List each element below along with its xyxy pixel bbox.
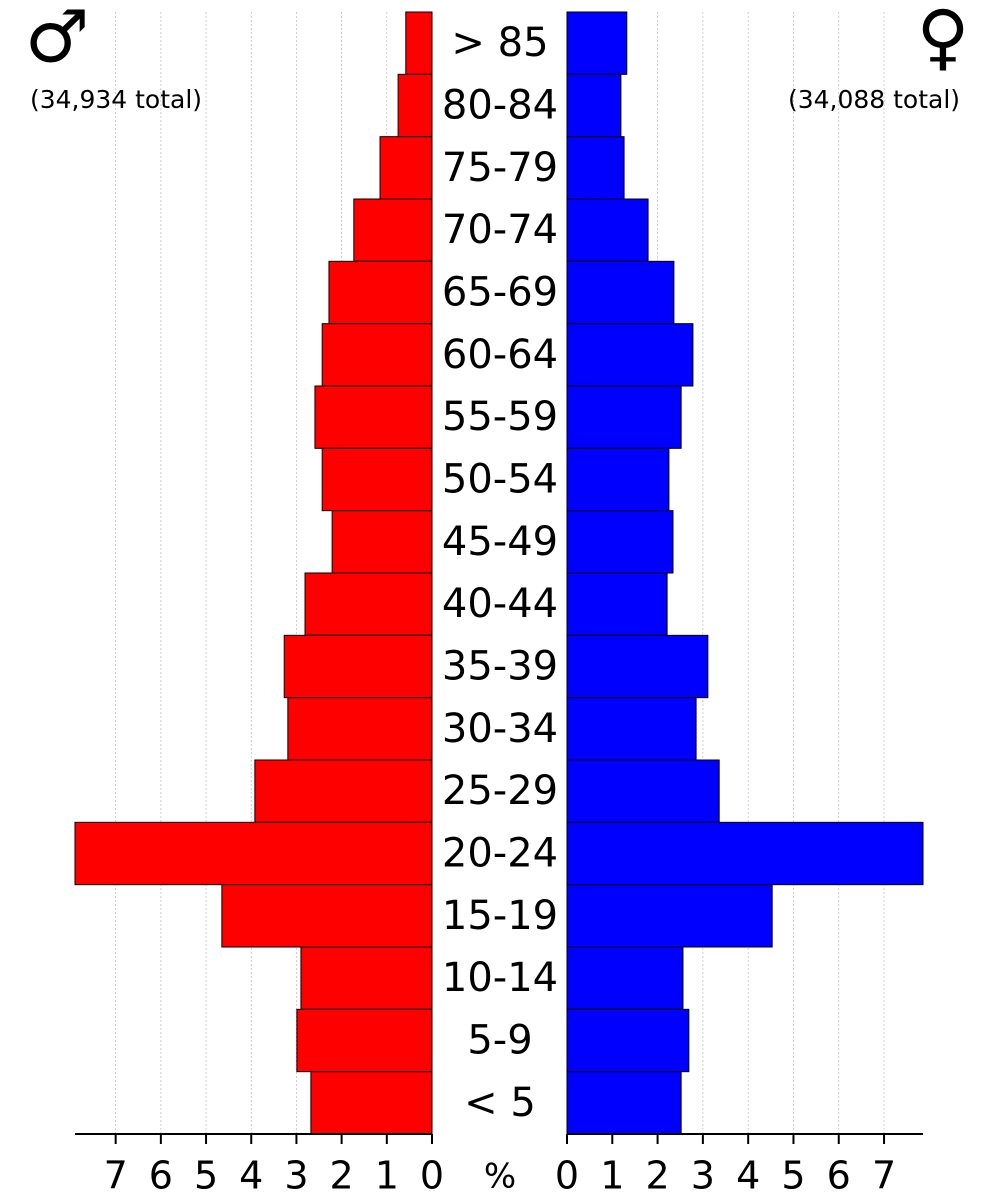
bar (566, 198, 649, 262)
bar (310, 1071, 433, 1135)
bar (379, 136, 433, 200)
category-label: 45-49 (442, 519, 558, 565)
bar (566, 821, 924, 886)
legend-total: (34,934 total) (30, 85, 202, 114)
bar (566, 884, 773, 948)
bar (566, 385, 682, 449)
x-tick-label: 2 (330, 1154, 354, 1198)
bar (566, 572, 668, 636)
category-label: 10-14 (442, 955, 558, 1001)
category-label: 15-19 (442, 893, 558, 939)
x-tick-label: 0 (420, 1154, 444, 1198)
x-tick-label: 1 (375, 1154, 399, 1198)
category-label: 35-39 (442, 644, 558, 690)
category-label: 30-34 (442, 706, 558, 752)
x-tick-label: 5 (194, 1154, 218, 1198)
bar (566, 323, 694, 387)
x-axis-label: % (484, 1157, 516, 1197)
bar (328, 260, 433, 325)
bar (566, 1071, 682, 1135)
bar (300, 946, 433, 1010)
category-label: 20-24 (442, 831, 558, 877)
bar (221, 884, 433, 948)
x-tick-label: 6 (149, 1154, 173, 1198)
x-tick-label: 1 (600, 1154, 624, 1198)
bar (566, 510, 674, 574)
bar (566, 697, 697, 761)
legend-total: (34,088 total) (788, 85, 960, 114)
bar (74, 821, 433, 886)
x-tick-label: 3 (691, 1154, 715, 1198)
bar (296, 1008, 433, 1073)
bar (254, 759, 433, 823)
category-label: 40-44 (442, 581, 558, 627)
category-label: 75-79 (442, 145, 558, 191)
category-label: 25-29 (442, 768, 558, 814)
category-label: 50-54 (442, 457, 558, 503)
bar (566, 1008, 690, 1073)
x-tick-label: 0 (555, 1154, 579, 1198)
category-label: 80-84 (442, 83, 558, 129)
category-label: > 85 (451, 20, 548, 66)
category-label: 60-64 (442, 332, 558, 378)
bar (566, 260, 675, 325)
x-tick-label: 4 (736, 1154, 760, 1198)
bar (321, 447, 433, 512)
bar (287, 697, 433, 761)
bar (331, 510, 433, 574)
x-tick-label: 5 (781, 1154, 805, 1198)
bar (405, 11, 433, 75)
bar (566, 447, 670, 512)
x-tick-label: 7 (872, 1154, 896, 1198)
bar (397, 73, 433, 138)
bar (566, 11, 628, 75)
x-tick-label: 4 (239, 1154, 263, 1198)
legend-symbol: ♂ (25, 0, 90, 79)
x-tick-label: 7 (104, 1154, 128, 1198)
bar (353, 198, 433, 262)
bar (566, 946, 684, 1010)
category-label: 5-9 (467, 1018, 532, 1064)
x-tick-label: 6 (827, 1154, 851, 1198)
bar (321, 323, 433, 387)
bar (314, 385, 433, 449)
legend-symbol: ♀ (917, 0, 970, 79)
category-label: 55-59 (442, 394, 558, 440)
category-label: 70-74 (442, 207, 558, 253)
bar (566, 136, 625, 200)
category-label: < 5 (464, 1080, 536, 1126)
bar (566, 73, 622, 138)
x-tick-label: 3 (284, 1154, 308, 1198)
bar (304, 572, 433, 636)
x-tick-label: 2 (645, 1154, 669, 1198)
bar (283, 634, 433, 699)
bar (566, 634, 709, 699)
bar (566, 759, 720, 823)
category-label: 65-69 (442, 270, 558, 316)
